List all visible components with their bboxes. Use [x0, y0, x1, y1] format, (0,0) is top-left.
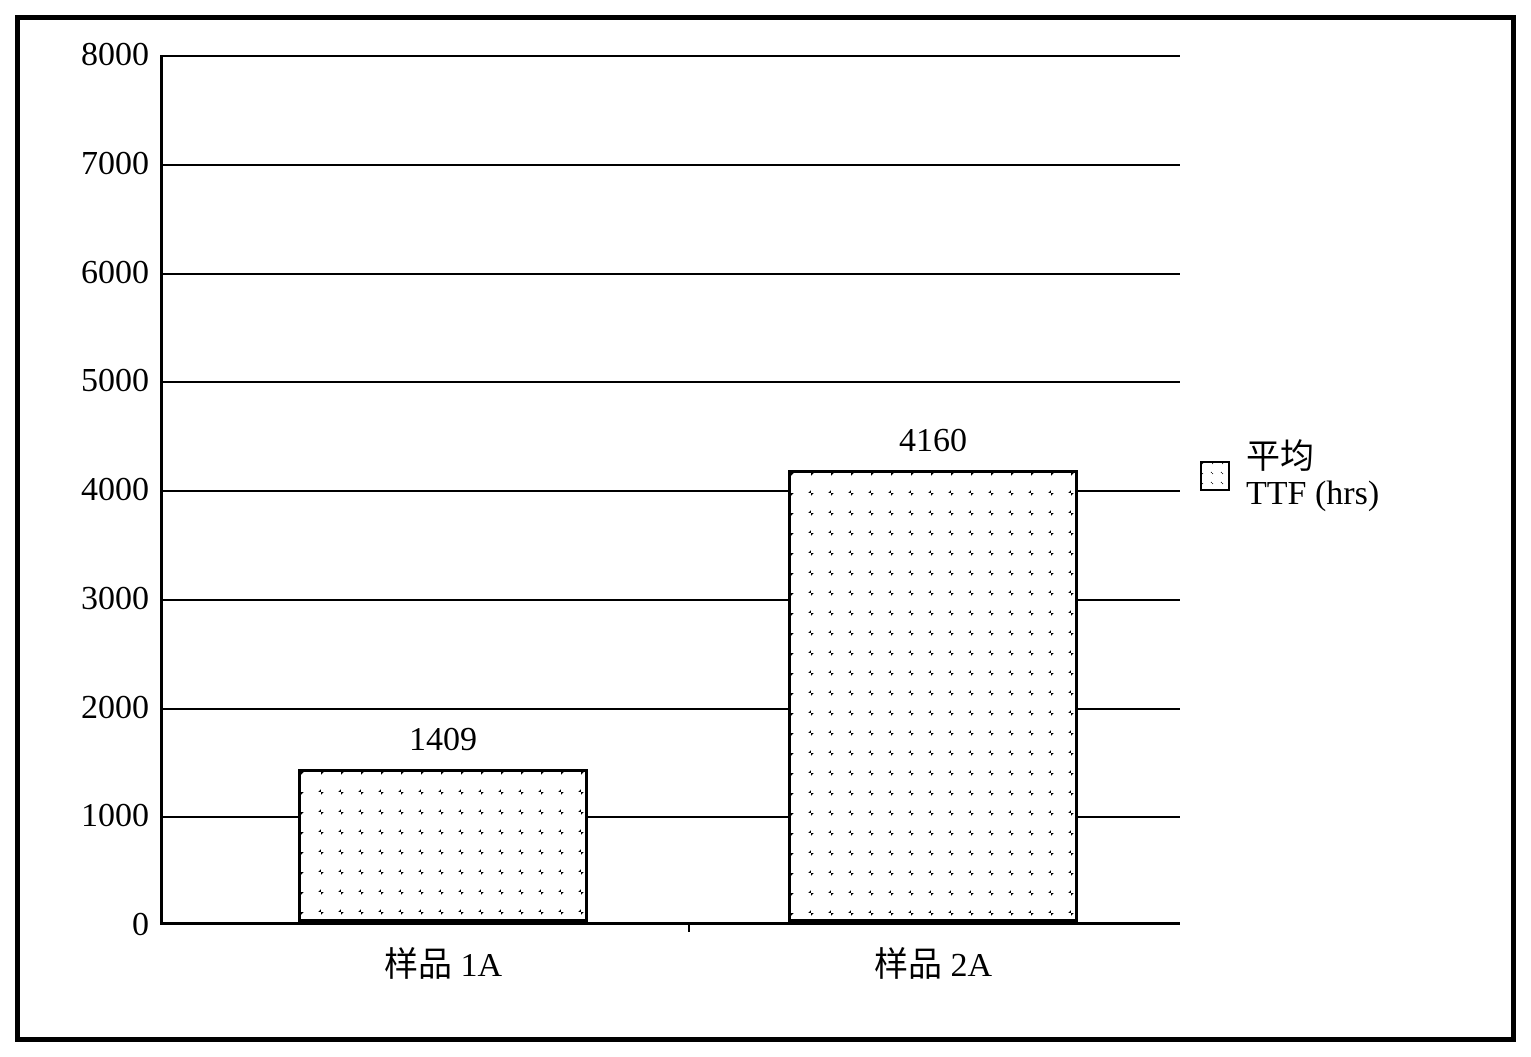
chart-bar: [788, 470, 1078, 922]
x-tick-label: 样品 1A: [384, 937, 502, 986]
x-tick-mark: [688, 922, 690, 932]
gridline: [163, 273, 1180, 275]
y-tick-label: 1000: [81, 797, 149, 835]
y-tick-label: 6000: [81, 254, 149, 292]
x-tick-label: 样品 2A: [874, 937, 992, 986]
y-tick-label: 8000: [81, 36, 149, 74]
y-tick-label: 7000: [81, 145, 149, 183]
y-tick-label: 2000: [81, 689, 149, 727]
gridline: [163, 164, 1180, 166]
legend-label-line1: 平均: [1246, 439, 1314, 476]
bar-value-label: 1409: [409, 721, 477, 759]
y-tick-label: 0: [132, 906, 149, 944]
bar-value-label: 4160: [899, 422, 967, 460]
legend-label: 平均 TTF (hrs): [1246, 440, 1379, 511]
y-tick-label: 4000: [81, 471, 149, 509]
y-tick-label: 5000: [81, 362, 149, 400]
chart-legend: 平均 TTF (hrs): [1200, 440, 1379, 511]
legend-label-line2: TTF (hrs): [1246, 475, 1379, 512]
chart-plot-area: 010002000300040005000600070008000样品 1A样品…: [160, 55, 1180, 925]
gridline: [163, 55, 1180, 57]
chart-bar: [298, 769, 588, 922]
y-tick-label: 3000: [81, 580, 149, 618]
gridline: [163, 381, 1180, 383]
legend-swatch-icon: [1200, 461, 1230, 491]
